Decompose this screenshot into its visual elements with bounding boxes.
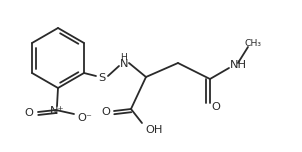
Text: N⁺: N⁺ [50, 106, 64, 116]
Text: N: N [120, 59, 128, 69]
Text: OH: OH [145, 125, 163, 135]
Text: O: O [24, 108, 34, 118]
Text: NH: NH [230, 60, 246, 70]
Text: O: O [211, 102, 220, 112]
Text: O: O [101, 107, 111, 117]
Text: H: H [120, 52, 127, 62]
Text: O⁻: O⁻ [78, 113, 92, 123]
Text: CH₃: CH₃ [245, 38, 262, 47]
Text: S: S [98, 73, 106, 83]
